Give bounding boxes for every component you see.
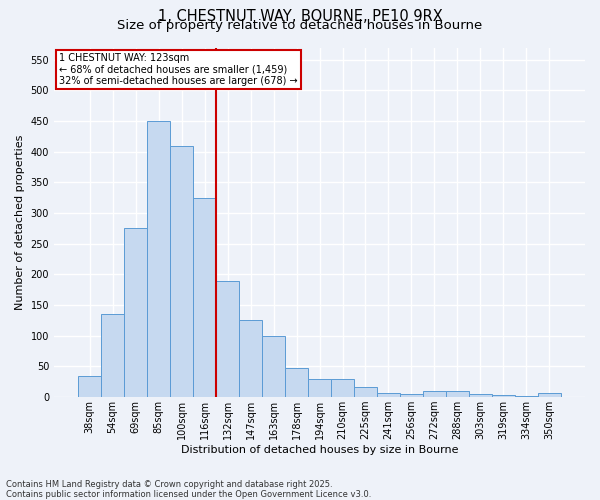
Bar xyxy=(285,368,308,397)
Bar xyxy=(78,376,101,397)
Bar xyxy=(124,228,147,397)
Bar xyxy=(446,391,469,397)
Bar xyxy=(354,388,377,397)
Bar xyxy=(308,379,331,397)
Bar xyxy=(377,393,400,397)
Y-axis label: Number of detached properties: Number of detached properties xyxy=(15,134,25,310)
Bar xyxy=(400,394,423,397)
Bar xyxy=(492,396,515,397)
Text: Size of property relative to detached houses in Bourne: Size of property relative to detached ho… xyxy=(118,19,482,32)
Bar xyxy=(216,280,239,397)
Bar xyxy=(331,379,354,397)
Bar xyxy=(423,391,446,397)
Bar xyxy=(170,146,193,397)
Bar xyxy=(262,336,285,397)
Bar xyxy=(101,314,124,397)
Text: Contains HM Land Registry data © Crown copyright and database right 2025.
Contai: Contains HM Land Registry data © Crown c… xyxy=(6,480,371,499)
X-axis label: Distribution of detached houses by size in Bourne: Distribution of detached houses by size … xyxy=(181,445,458,455)
Bar xyxy=(147,121,170,397)
Bar xyxy=(239,320,262,397)
Bar xyxy=(515,396,538,397)
Bar xyxy=(469,394,492,397)
Bar xyxy=(538,394,561,397)
Bar xyxy=(193,198,216,397)
Text: 1, CHESTNUT WAY, BOURNE, PE10 9RX: 1, CHESTNUT WAY, BOURNE, PE10 9RX xyxy=(158,9,442,24)
Text: 1 CHESTNUT WAY: 123sqm
← 68% of detached houses are smaller (1,459)
32% of semi-: 1 CHESTNUT WAY: 123sqm ← 68% of detached… xyxy=(59,52,298,86)
